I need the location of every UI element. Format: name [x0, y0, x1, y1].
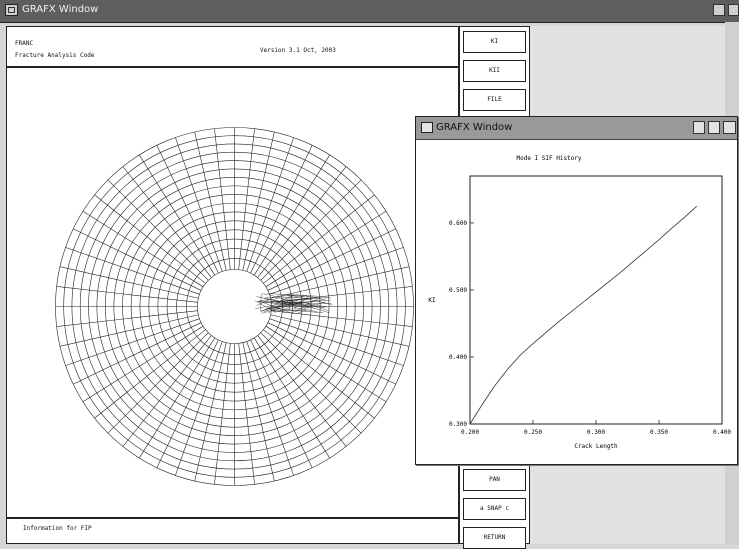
close-icon[interactable]	[723, 121, 736, 134]
y-tick-label: 0.300	[449, 421, 467, 428]
x-tick-label: 0.200	[461, 429, 479, 436]
mesh-spoke	[83, 326, 203, 402]
mesh-spoke	[239, 129, 255, 270]
version-label: Version 3.1 Oct, 2003	[260, 47, 336, 54]
mesh-spoke	[271, 286, 412, 302]
mesh-spoke	[251, 145, 313, 273]
chart-title: Mode I SIF History	[516, 155, 581, 162]
mesh-spoke	[266, 326, 386, 402]
mesh-ring	[198, 270, 272, 344]
maximize-icon[interactable]	[728, 4, 739, 16]
minimize-icon[interactable]	[693, 121, 705, 134]
mesh-spoke	[139, 155, 215, 275]
mesh-spoke	[157, 145, 219, 273]
mesh-spoke	[108, 180, 208, 280]
mesh-spoke	[247, 138, 294, 272]
mesh-spoke	[268, 229, 396, 291]
x-axis-label: Crack Length	[574, 443, 618, 450]
snap-button[interactable]: a SNAP c	[463, 498, 526, 520]
mesh-spoke	[95, 330, 206, 419]
mesh-spoke	[254, 155, 330, 275]
mesh-spoke	[261, 180, 361, 280]
mesh-spoke	[247, 341, 294, 475]
return-button[interactable]: RETURN	[463, 527, 526, 549]
pan-button[interactable]: PAN	[463, 469, 526, 491]
info-text: Information for FIP	[23, 525, 92, 532]
mesh-spoke	[269, 247, 403, 294]
mesh-spoke	[269, 319, 403, 366]
mesh-spoke	[66, 319, 200, 366]
mesh-spoke	[258, 335, 347, 446]
mesh-spoke	[239, 343, 255, 484]
mesh-spoke	[261, 333, 361, 433]
mesh-spoke	[157, 340, 219, 468]
window-menu-icon[interactable]	[5, 4, 18, 16]
main-title-bar[interactable]: GRAFX Window	[0, 0, 739, 23]
mesh-spoke	[123, 335, 212, 446]
minimize-icon[interactable]	[713, 4, 725, 16]
program-name: FRANC	[15, 40, 33, 47]
ki-button[interactable]: KI	[463, 31, 526, 53]
mesh-spoke	[263, 195, 374, 284]
y-tick-label: 0.400	[449, 354, 467, 361]
mesh-spoke	[271, 311, 412, 327]
mesh-spoke	[95, 195, 206, 284]
mesh-spoke	[73, 229, 201, 291]
kii-button[interactable]: KII	[463, 60, 526, 82]
mesh-spoke	[254, 338, 330, 458]
x-tick-label: 0.300	[587, 429, 605, 436]
mesh-spoke	[57, 311, 198, 327]
mesh-spoke	[214, 129, 230, 270]
x-tick-label: 0.400	[713, 429, 731, 436]
subwindow-title-bar[interactable]: GRAFX Window	[416, 117, 737, 140]
y-axis-label: KI	[428, 297, 436, 304]
mesh-spoke	[83, 211, 203, 287]
program-description: Fracture Analysis Code	[15, 52, 94, 59]
x-tick-label: 0.250	[524, 429, 542, 436]
mesh-spoke	[258, 167, 347, 278]
y-tick-label: 0.600	[449, 220, 467, 227]
mesh-spoke	[268, 323, 396, 385]
sif-history-chart: Mode I SIF History 0.200 0.250 0.300 0.350 0…	[416, 139, 737, 464]
info-divider	[7, 517, 458, 519]
mesh-spoke	[57, 286, 198, 302]
mesh-spoke	[139, 338, 215, 458]
mesh-spoke	[266, 211, 386, 287]
mesh-spoke	[175, 138, 222, 272]
mesh-spoke	[263, 330, 374, 419]
x-tick-label: 0.350	[650, 429, 668, 436]
finite-element-mesh	[47, 119, 422, 494]
ki-series-line	[470, 206, 697, 424]
subwindow-title: GRAFX Window	[436, 122, 512, 133]
mesh-spoke	[73, 323, 201, 385]
header-divider	[7, 66, 458, 68]
mesh-spoke	[66, 247, 200, 294]
mesh-spoke	[175, 341, 222, 475]
window-menu-icon[interactable]	[421, 122, 433, 133]
y-tick-label: 0.500	[449, 287, 467, 294]
mesh-spoke	[123, 167, 212, 278]
maximize-icon[interactable]	[708, 121, 720, 134]
mesh-spoke	[108, 333, 208, 433]
mesh-spoke	[214, 343, 230, 484]
window-title: GRAFX Window	[22, 4, 98, 15]
file-button[interactable]: FILE	[463, 89, 526, 111]
sif-history-window[interactable]: GRAFX Window Mode I SIF History 0.200 0.2…	[415, 116, 738, 465]
graphics-canvas[interactable]: FRANC Fracture Analysis Code Version 3.1…	[6, 26, 459, 544]
plot-frame	[470, 176, 722, 424]
mesh-spoke	[251, 340, 313, 468]
